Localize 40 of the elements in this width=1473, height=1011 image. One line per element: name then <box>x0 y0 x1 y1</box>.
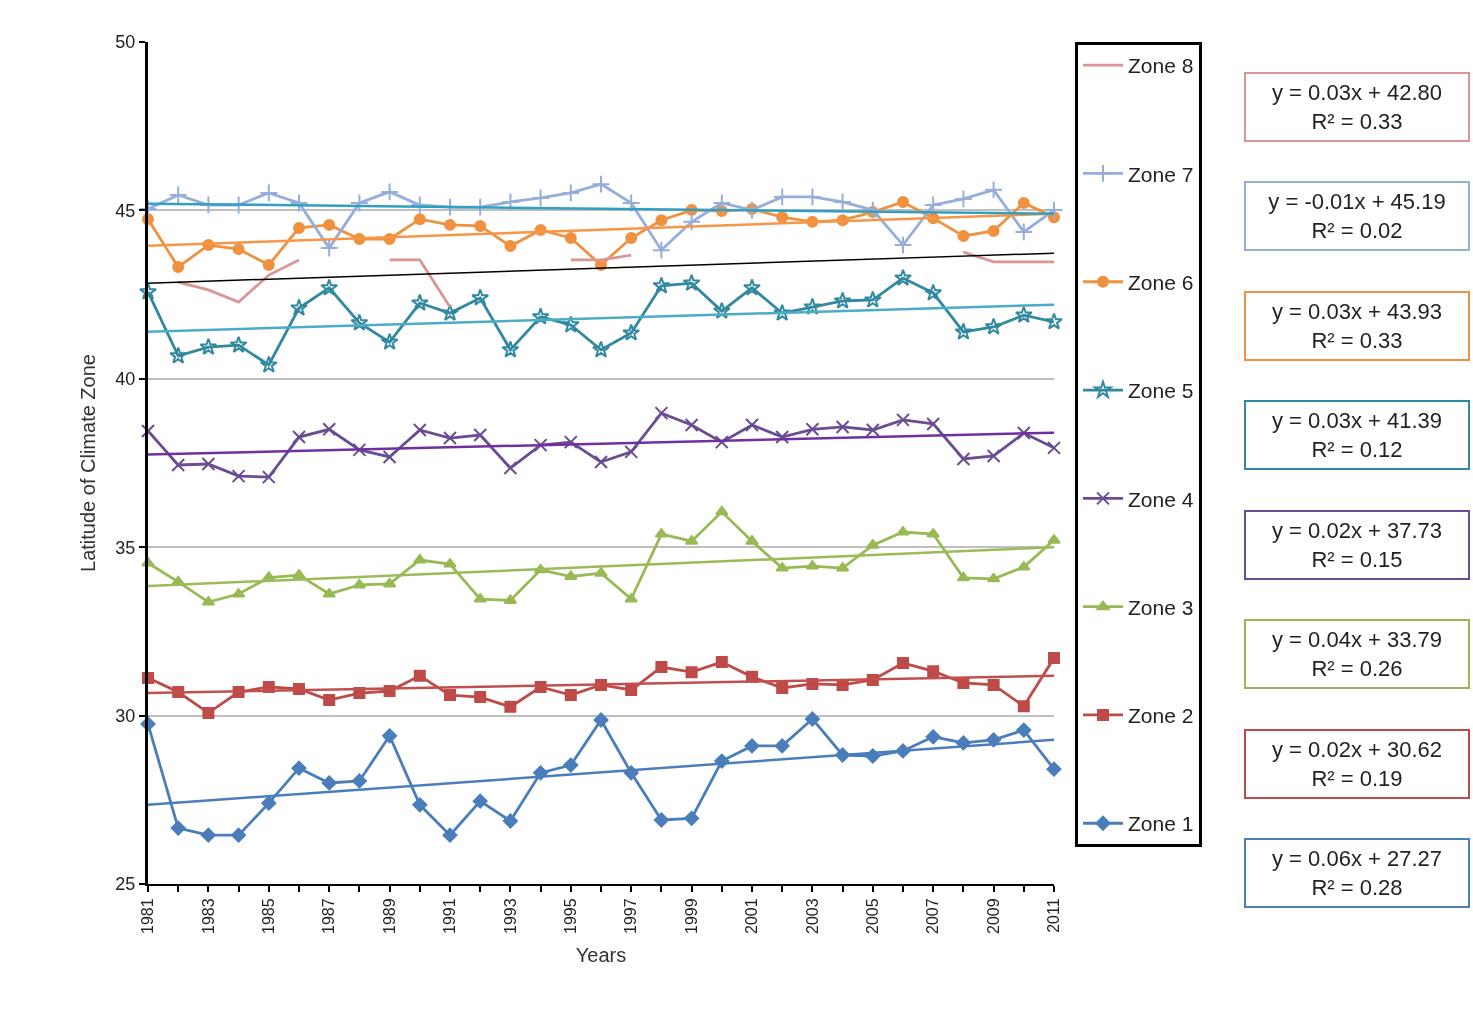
text: y = -0.01x + 45.19 R² = 0.02 <box>1268 189 1446 243</box>
legend-label: Zone 3 <box>1128 595 1194 619</box>
text: y = 0.03x + 43.93 R² = 0.33 <box>1271 299 1443 353</box>
x-tick-label: 1983 <box>199 898 217 934</box>
text: y = 0.02x + 37.73 R² = 0.15 <box>1271 518 1443 572</box>
text: y = 0.02x + 30.62 R² = 0.19 <box>1271 737 1443 791</box>
y-tick-label: 30 <box>115 705 136 726</box>
x-tick-label: 1981 <box>139 898 157 934</box>
legend-label: Zone 8 <box>1128 54 1194 78</box>
legend-label: Zone 5 <box>1128 379 1194 403</box>
x-tick-label: 1999 <box>682 898 700 934</box>
y-tick-label: 45 <box>115 200 136 221</box>
x-tick-label: 2009 <box>984 898 1002 934</box>
x-axis-title: Years <box>575 943 627 966</box>
x-tick-label: 1991 <box>441 898 459 934</box>
legend-label: Zone 6 <box>1128 270 1194 294</box>
x-tick-label: 1997 <box>622 898 640 934</box>
x-tick-label: 2007 <box>924 898 942 934</box>
text: y = 0.04x + 33.79 R² = 0.26 <box>1271 627 1443 681</box>
text: y = 0.06x + 27.27 R² = 0.28 <box>1271 846 1443 900</box>
text: y = 0.03x + 41.39 R² = 0.12 <box>1271 408 1443 462</box>
x-tick-label: 1995 <box>562 898 579 934</box>
x-tick-label: 1993 <box>501 898 519 934</box>
x-tick-label: 1989 <box>380 898 398 934</box>
legend-label: Zone 4 <box>1128 487 1194 511</box>
y-tick-label: 50 <box>115 32 136 53</box>
x-tick-label: 1987 <box>320 898 338 934</box>
x-tick-label: 2005 <box>864 898 881 934</box>
x-tick-label: 1985 <box>260 898 277 934</box>
text: y = 0.03x + 42.80 R² = 0.33 <box>1271 80 1443 134</box>
y-tick-label: 35 <box>115 537 136 558</box>
x-tick-label: 2011 <box>1045 898 1063 933</box>
legend-label: Zone 2 <box>1128 704 1194 728</box>
legend-label: Zone 1 <box>1128 812 1194 836</box>
y-axis-title: Latitude of Climate Zone <box>76 354 99 572</box>
y-tick-label: 40 <box>115 369 136 390</box>
legend-label: Zone 7 <box>1128 162 1194 186</box>
x-tick-label: 2003 <box>803 898 821 934</box>
y-tick-label: 25 <box>115 874 136 895</box>
x-tick-label: 2001 <box>743 898 761 934</box>
